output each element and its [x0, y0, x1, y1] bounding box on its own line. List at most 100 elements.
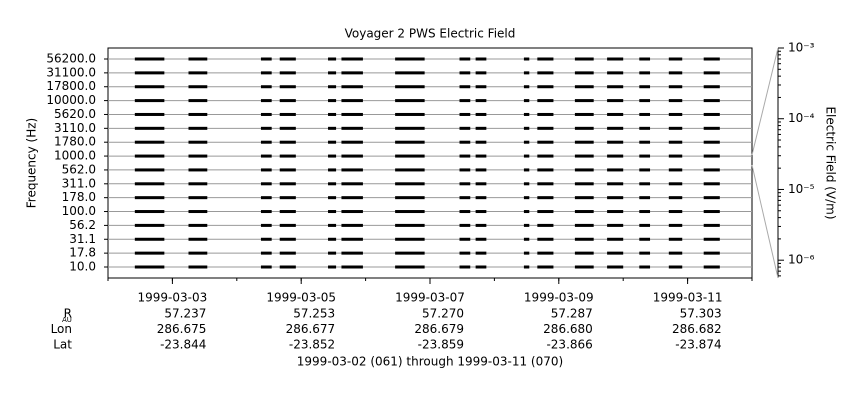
data-interval: [537, 126, 554, 130]
data-interval: [328, 168, 337, 172]
data-interval: [574, 57, 594, 61]
data-interval: [459, 85, 471, 89]
data-interval: [668, 237, 683, 241]
data-interval: [134, 140, 165, 144]
data-interval: [134, 168, 165, 172]
data-interval: [703, 265, 720, 269]
data-interval: [537, 71, 554, 75]
y-tick-label: 3110.0: [54, 121, 96, 135]
data-interval: [668, 57, 683, 61]
data-interval: [395, 71, 425, 75]
y-tick-label: 311.0: [62, 176, 96, 190]
data-interval: [260, 112, 272, 116]
data-interval: [475, 196, 487, 200]
data-interval: [639, 168, 651, 172]
data-interval: [341, 140, 363, 144]
data-interval: [279, 237, 296, 241]
data-interval: [459, 57, 471, 61]
data-interval: [668, 168, 683, 172]
data-interval: [639, 71, 651, 75]
data-interval: [475, 182, 487, 186]
ephemeris-value: 286.680: [543, 322, 593, 336]
data-interval: [134, 99, 165, 103]
data-interval: [475, 85, 487, 89]
data-interval: [523, 112, 530, 116]
data-interval: [279, 126, 296, 130]
data-interval: [607, 237, 624, 241]
data-interval: [188, 265, 208, 269]
data-interval: [395, 237, 425, 241]
data-interval: [341, 223, 363, 227]
y-tick-label: 178.0: [62, 190, 96, 204]
data-interval: [328, 210, 337, 214]
data-interval: [607, 112, 624, 116]
data-interval: [260, 57, 272, 61]
data-interval: [188, 126, 208, 130]
data-interval: [279, 223, 296, 227]
data-interval: [279, 154, 296, 158]
data-interval: [395, 251, 425, 255]
data-interval: [574, 223, 594, 227]
data-interval: [188, 237, 208, 241]
data-interval: [639, 112, 651, 116]
ephemeris-value: 286.679: [414, 322, 464, 336]
data-interval: [668, 112, 683, 116]
data-interval: [341, 168, 363, 172]
data-interval: [668, 71, 683, 75]
data-interval: [607, 140, 624, 144]
data-interval: [459, 265, 471, 269]
data-interval: [475, 154, 487, 158]
data-interval: [574, 140, 594, 144]
data-interval: [475, 126, 487, 130]
data-interval: [328, 99, 337, 103]
y-tick-label: 10.0: [69, 260, 96, 274]
data-interval: [341, 237, 363, 241]
data-interval: [328, 112, 337, 116]
y2-axis-label: Electric Field (V/m): [824, 106, 838, 219]
data-interval: [475, 210, 487, 214]
data-interval: [523, 168, 530, 172]
y-tick-label: 1000.0: [54, 149, 96, 163]
data-interval: [639, 99, 651, 103]
y-tick-label: 5620.0: [54, 107, 96, 121]
y-tick-label: 100.0: [62, 204, 96, 218]
data-interval: [475, 223, 487, 227]
data-interval: [475, 57, 487, 61]
data-interval: [475, 265, 487, 269]
chart-title: Voyager 2 PWS Electric Field: [345, 27, 516, 41]
data-interval: [188, 196, 208, 200]
connector: [751, 164, 779, 279]
data-interval: [328, 140, 337, 144]
ephemeris-value: -23.859: [418, 338, 464, 352]
data-interval: [523, 57, 530, 61]
data-interval: [328, 196, 337, 200]
data-interval: [341, 99, 363, 103]
data-interval: [668, 196, 683, 200]
data-interval: [607, 210, 624, 214]
data-interval: [395, 210, 425, 214]
data-interval: [475, 140, 487, 144]
y2-tick-label: 10⁻⁶: [788, 253, 815, 267]
data-interval: [134, 126, 165, 130]
data-interval: [639, 140, 651, 144]
data-interval: [703, 237, 720, 241]
ephemeris-value: 286.675: [157, 322, 207, 336]
data-interval: [328, 126, 337, 130]
data-interval: [475, 168, 487, 172]
data-interval: [703, 168, 720, 172]
data-interval: [341, 71, 363, 75]
ephemeris-value: 57.270: [422, 307, 464, 321]
data-interval: [639, 182, 651, 186]
data-interval: [523, 237, 530, 241]
y-axis-label: Frequency (Hz): [25, 118, 39, 209]
data-interval: [341, 265, 363, 269]
data-interval: [279, 112, 296, 116]
ephemeris-value: 57.303: [680, 307, 722, 321]
data-interval: [639, 251, 651, 255]
data-interval: [523, 85, 530, 89]
y-tick-label: 1780.0: [54, 135, 96, 149]
data-interval: [395, 85, 425, 89]
data-interval: [537, 85, 554, 89]
x-tick-label: 1999-03-05: [266, 291, 336, 305]
data-interval: [260, 237, 272, 241]
